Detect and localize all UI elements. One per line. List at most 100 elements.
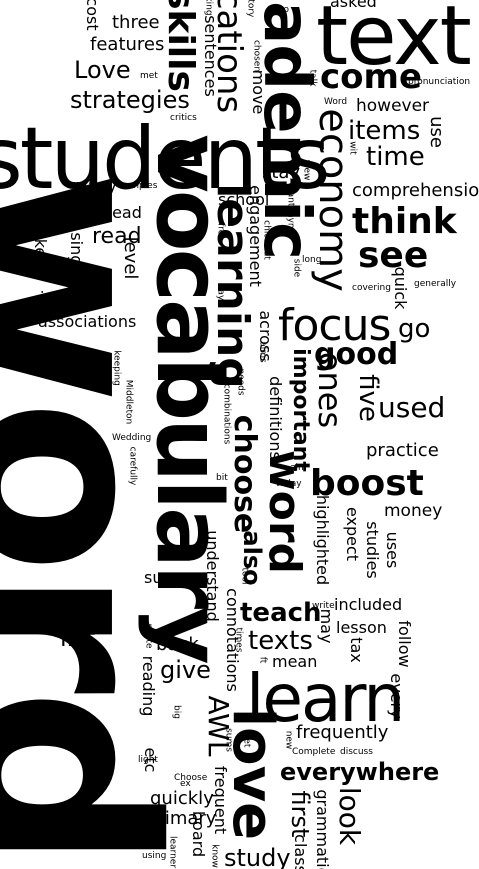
cloud-word-Word: Word [324,97,348,107]
cloud-word-strategies: strategies [70,86,190,114]
cloud-word-many: many [72,176,117,195]
cloud-word-combinations: combinations [221,383,232,445]
cloud-word-frequent: frequent [211,765,230,835]
cloud-word-cost: cost [83,0,102,31]
cloud-word-every: every [387,673,406,719]
cloud-word-tax: tax [347,637,366,663]
cloud-word-features: features [90,34,165,55]
cloud-word-three: three [112,12,160,33]
cloud-word-time: time [366,142,425,172]
cloud-word-learner: learner [167,835,178,869]
cloud-word-comprehension: comprehension [352,180,479,201]
cloud-word-study: study [224,844,291,869]
cloud-word-read: read [92,224,142,249]
cloud-word-discuss: discuss [340,747,373,757]
cloud-word-single: single [67,232,86,280]
cloud-word-know: know [209,844,220,868]
cloud-word-free: free [215,223,226,241]
cloud-word-included: included [334,595,403,614]
cloud-word-back: back [156,634,199,655]
cloud-word-level: level [120,236,141,280]
cloud-word-items: items [348,116,421,146]
cloud-word-today: today [276,479,302,489]
cloud-word-practice: practice [366,440,439,461]
cloud-word-stay: stay [262,162,301,183]
cloud-word-used: used [378,391,446,424]
cloud-word-skills: skills [160,0,201,92]
cloud-word-good: good [314,337,399,372]
cloud-word-met: met [140,71,158,81]
cloud-word-come: come [320,57,422,97]
cloud-word-using: using [142,851,167,861]
cloud-word-learn: learn [246,660,405,737]
cloud-word-class: class [291,834,310,869]
cloud-word-uses: uses [383,531,402,569]
cloud-word-text: text [316,0,472,84]
cloud-word-aim: aim [290,463,307,473]
cloud-word-grammatical: grammatical [313,789,332,869]
cloud-word-associations: associations [38,312,137,331]
cloud-word-first: first [286,790,314,838]
cloud-word-studies: studies [363,521,382,579]
cloud-word-think: think [352,201,457,242]
cloud-word-covering: covering [352,283,391,293]
cloud-word-follow: follow [395,620,414,668]
cloud-word-however: however [356,96,430,116]
cloud-word-move: move [249,69,268,115]
cloud-word-use: use [426,116,447,148]
cloud-word-keeping: keeping [111,350,122,386]
cloud-word-bit: bit [216,473,228,483]
cloud-word-chosen: chosen [251,39,262,73]
cloud-word-focus: focus [278,300,391,351]
cloud-word-asked: asked [330,0,377,11]
cloud-word-big: big [171,705,182,719]
cloud-word-Middleton: Middleton [123,379,134,425]
cloud-word-sentences: sentences [201,15,220,97]
cloud-word-quick: quick [391,266,410,310]
cloud-word-reading: reading [139,655,158,717]
cloud-word-lesson: lesson [336,618,387,637]
cloud-word-primary: primary [146,808,217,829]
cloud-word-pronunciation: pronunciation [408,77,471,87]
cloud-word-frequently: frequently [296,722,389,743]
cloud-word-journals: journals [40,288,104,307]
cloud-word-day: day [215,283,226,301]
cloud-word-school: school [218,190,270,209]
cloud-word-paste: paste [143,623,154,649]
cloud-word-critics: critics [170,113,197,123]
cloud-word-antonyms: antonyms [285,191,296,237]
cloud-word-write: write [312,601,335,611]
cloud-word-sum: sum [144,568,179,587]
cloud-word-light: light [138,755,158,765]
cloud-word-view: view [301,159,312,181]
cloud-word-mean: mean [272,652,318,671]
cloud-word-boost: boost [310,463,424,504]
cloud-word-find: find [2,313,26,351]
cloud-word-expect: expect [343,506,362,562]
cloud-word-go: go [398,314,431,344]
cloud-word-choose-big: choose [227,414,262,534]
cloud-word-everywhere: everywhere [280,758,440,786]
cloud-word-teach: teach [240,598,322,628]
cloud-word-tool: tool [239,567,250,585]
cloud-word-times: times [233,627,244,653]
cloud-word-list: list [60,624,96,652]
cloud-word-may: may [317,608,336,644]
cloud-word-side: side [291,258,302,278]
cloud-word-Complete: Complete [292,747,336,757]
cloud-word-Coxhead: Coxhead [72,203,142,222]
cloud-word-talk: talk [307,69,318,87]
cloud-word-carefully: carefully [127,446,138,486]
cloud-word-see: see [358,235,429,276]
cloud-word-highlighted: highlighted [313,494,332,586]
cloud-word-chit-chat: chit-chat [261,220,272,260]
cloud-word-important: important [288,348,313,472]
cloud-word-understand: understand [203,530,222,622]
cloud-word-students: students [0,109,331,209]
cloud-word-generally: generally [414,279,457,289]
cloud-word-ft: ft [257,656,268,664]
cloud-word-Wedding: Wedding [112,433,152,443]
cloud-word-needs: needs [235,368,246,396]
cloud-word-to: to [280,5,290,15]
